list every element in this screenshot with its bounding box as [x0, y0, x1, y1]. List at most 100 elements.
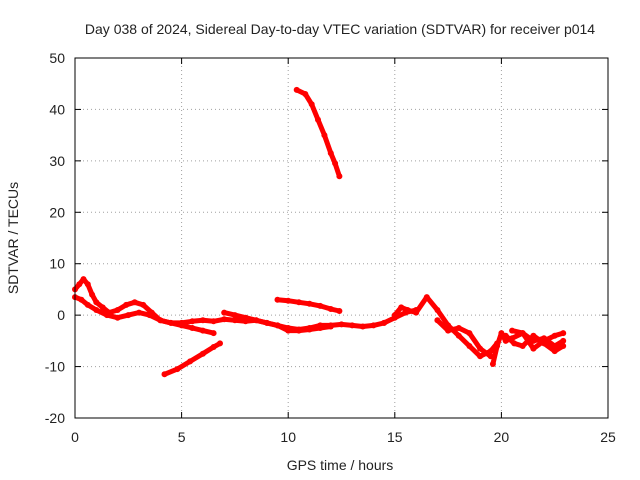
data-point [551, 332, 558, 339]
data-point [157, 317, 164, 324]
data-point [519, 330, 526, 337]
data-point [302, 91, 309, 97]
data-point [327, 323, 334, 330]
data-point [434, 317, 441, 324]
data-point [306, 300, 313, 307]
data-point [114, 314, 121, 321]
data-point [466, 343, 473, 349]
data-point [210, 330, 217, 337]
data-point [221, 316, 228, 323]
x-tick-label: 20 [494, 429, 510, 445]
data-point [274, 322, 281, 329]
data-point [338, 321, 345, 328]
data-point [78, 296, 85, 303]
data-point [541, 337, 547, 344]
data-point [242, 314, 249, 321]
data-point [210, 318, 217, 325]
data-point [76, 281, 83, 288]
chart-title: Day 038 of 2024, Sidereal Day-to-day VTE… [85, 21, 595, 37]
data-point [336, 308, 343, 314]
data-point [210, 344, 217, 350]
data-point [295, 299, 302, 306]
data-point [104, 312, 110, 319]
grid-layer [75, 58, 608, 418]
data-point [327, 306, 334, 312]
data-point [489, 361, 496, 367]
data-point [285, 297, 292, 304]
data-point [285, 327, 292, 334]
data-point [253, 317, 260, 324]
x-tick-label: 10 [280, 429, 296, 445]
data-point [199, 350, 206, 357]
data-point [293, 86, 300, 93]
data-point [560, 330, 567, 337]
data-point [93, 307, 100, 313]
data-point [99, 304, 106, 311]
data-point [84, 301, 91, 308]
data-point [477, 353, 484, 360]
data-point [327, 150, 334, 157]
data-point [189, 325, 196, 331]
data-point [511, 340, 518, 347]
data-point [136, 309, 142, 316]
x-tick-label: 15 [387, 429, 403, 445]
data-point [391, 314, 398, 321]
tick-layer: 0 5 10 15 20 25 -20 -10 0 10 20 30 40 50 [45, 50, 616, 445]
x-axis-label: GPS time / hours [287, 457, 394, 473]
data-point [317, 325, 324, 331]
data-point [336, 173, 343, 180]
x-tick-label: 25 [600, 429, 616, 445]
data-point [167, 319, 174, 326]
y-tick-label: 40 [49, 101, 65, 117]
data-point [231, 317, 238, 324]
data-point [332, 160, 339, 167]
data-point [161, 371, 168, 378]
data-point [477, 345, 484, 352]
data-point [231, 312, 238, 319]
data-point [455, 325, 462, 331]
y-tick-label: -10 [45, 359, 65, 375]
x-tick-label: 5 [178, 429, 186, 445]
data-point [560, 343, 567, 349]
data-point [187, 358, 194, 365]
data-point [295, 327, 302, 334]
y-tick-label: 10 [49, 256, 65, 272]
data-point [274, 296, 281, 303]
data-point [398, 304, 405, 311]
data-layer [72, 86, 567, 378]
data-point [381, 319, 388, 326]
data-point [402, 309, 409, 316]
data-point [349, 322, 356, 329]
data-point [413, 307, 420, 313]
y-tick-label: 30 [49, 153, 65, 169]
data-point [370, 322, 377, 329]
data-point [125, 312, 132, 319]
data-point [123, 301, 130, 308]
data-point [519, 343, 526, 349]
y-tick-label: 20 [49, 204, 65, 220]
data-point [315, 116, 321, 123]
data-point [455, 332, 462, 339]
data-point [509, 327, 516, 334]
data-point [434, 307, 441, 313]
data-point [466, 330, 473, 337]
y-tick-label: -20 [45, 410, 65, 426]
data-point [359, 323, 366, 330]
data-point [178, 322, 185, 329]
data-point [84, 281, 91, 288]
data-point [114, 307, 121, 313]
data-point [423, 294, 430, 301]
series-line-arc-10 [490, 330, 566, 367]
data-point [317, 302, 324, 309]
data-point [146, 312, 153, 319]
data-point [502, 332, 509, 339]
data-point [445, 327, 452, 334]
data-point [321, 132, 328, 139]
data-point [221, 309, 228, 316]
data-point [551, 348, 558, 355]
series-line-arc-8 [381, 307, 419, 326]
data-point [93, 299, 100, 306]
data-point [498, 330, 505, 337]
data-point [308, 101, 315, 108]
data-point [80, 276, 87, 283]
